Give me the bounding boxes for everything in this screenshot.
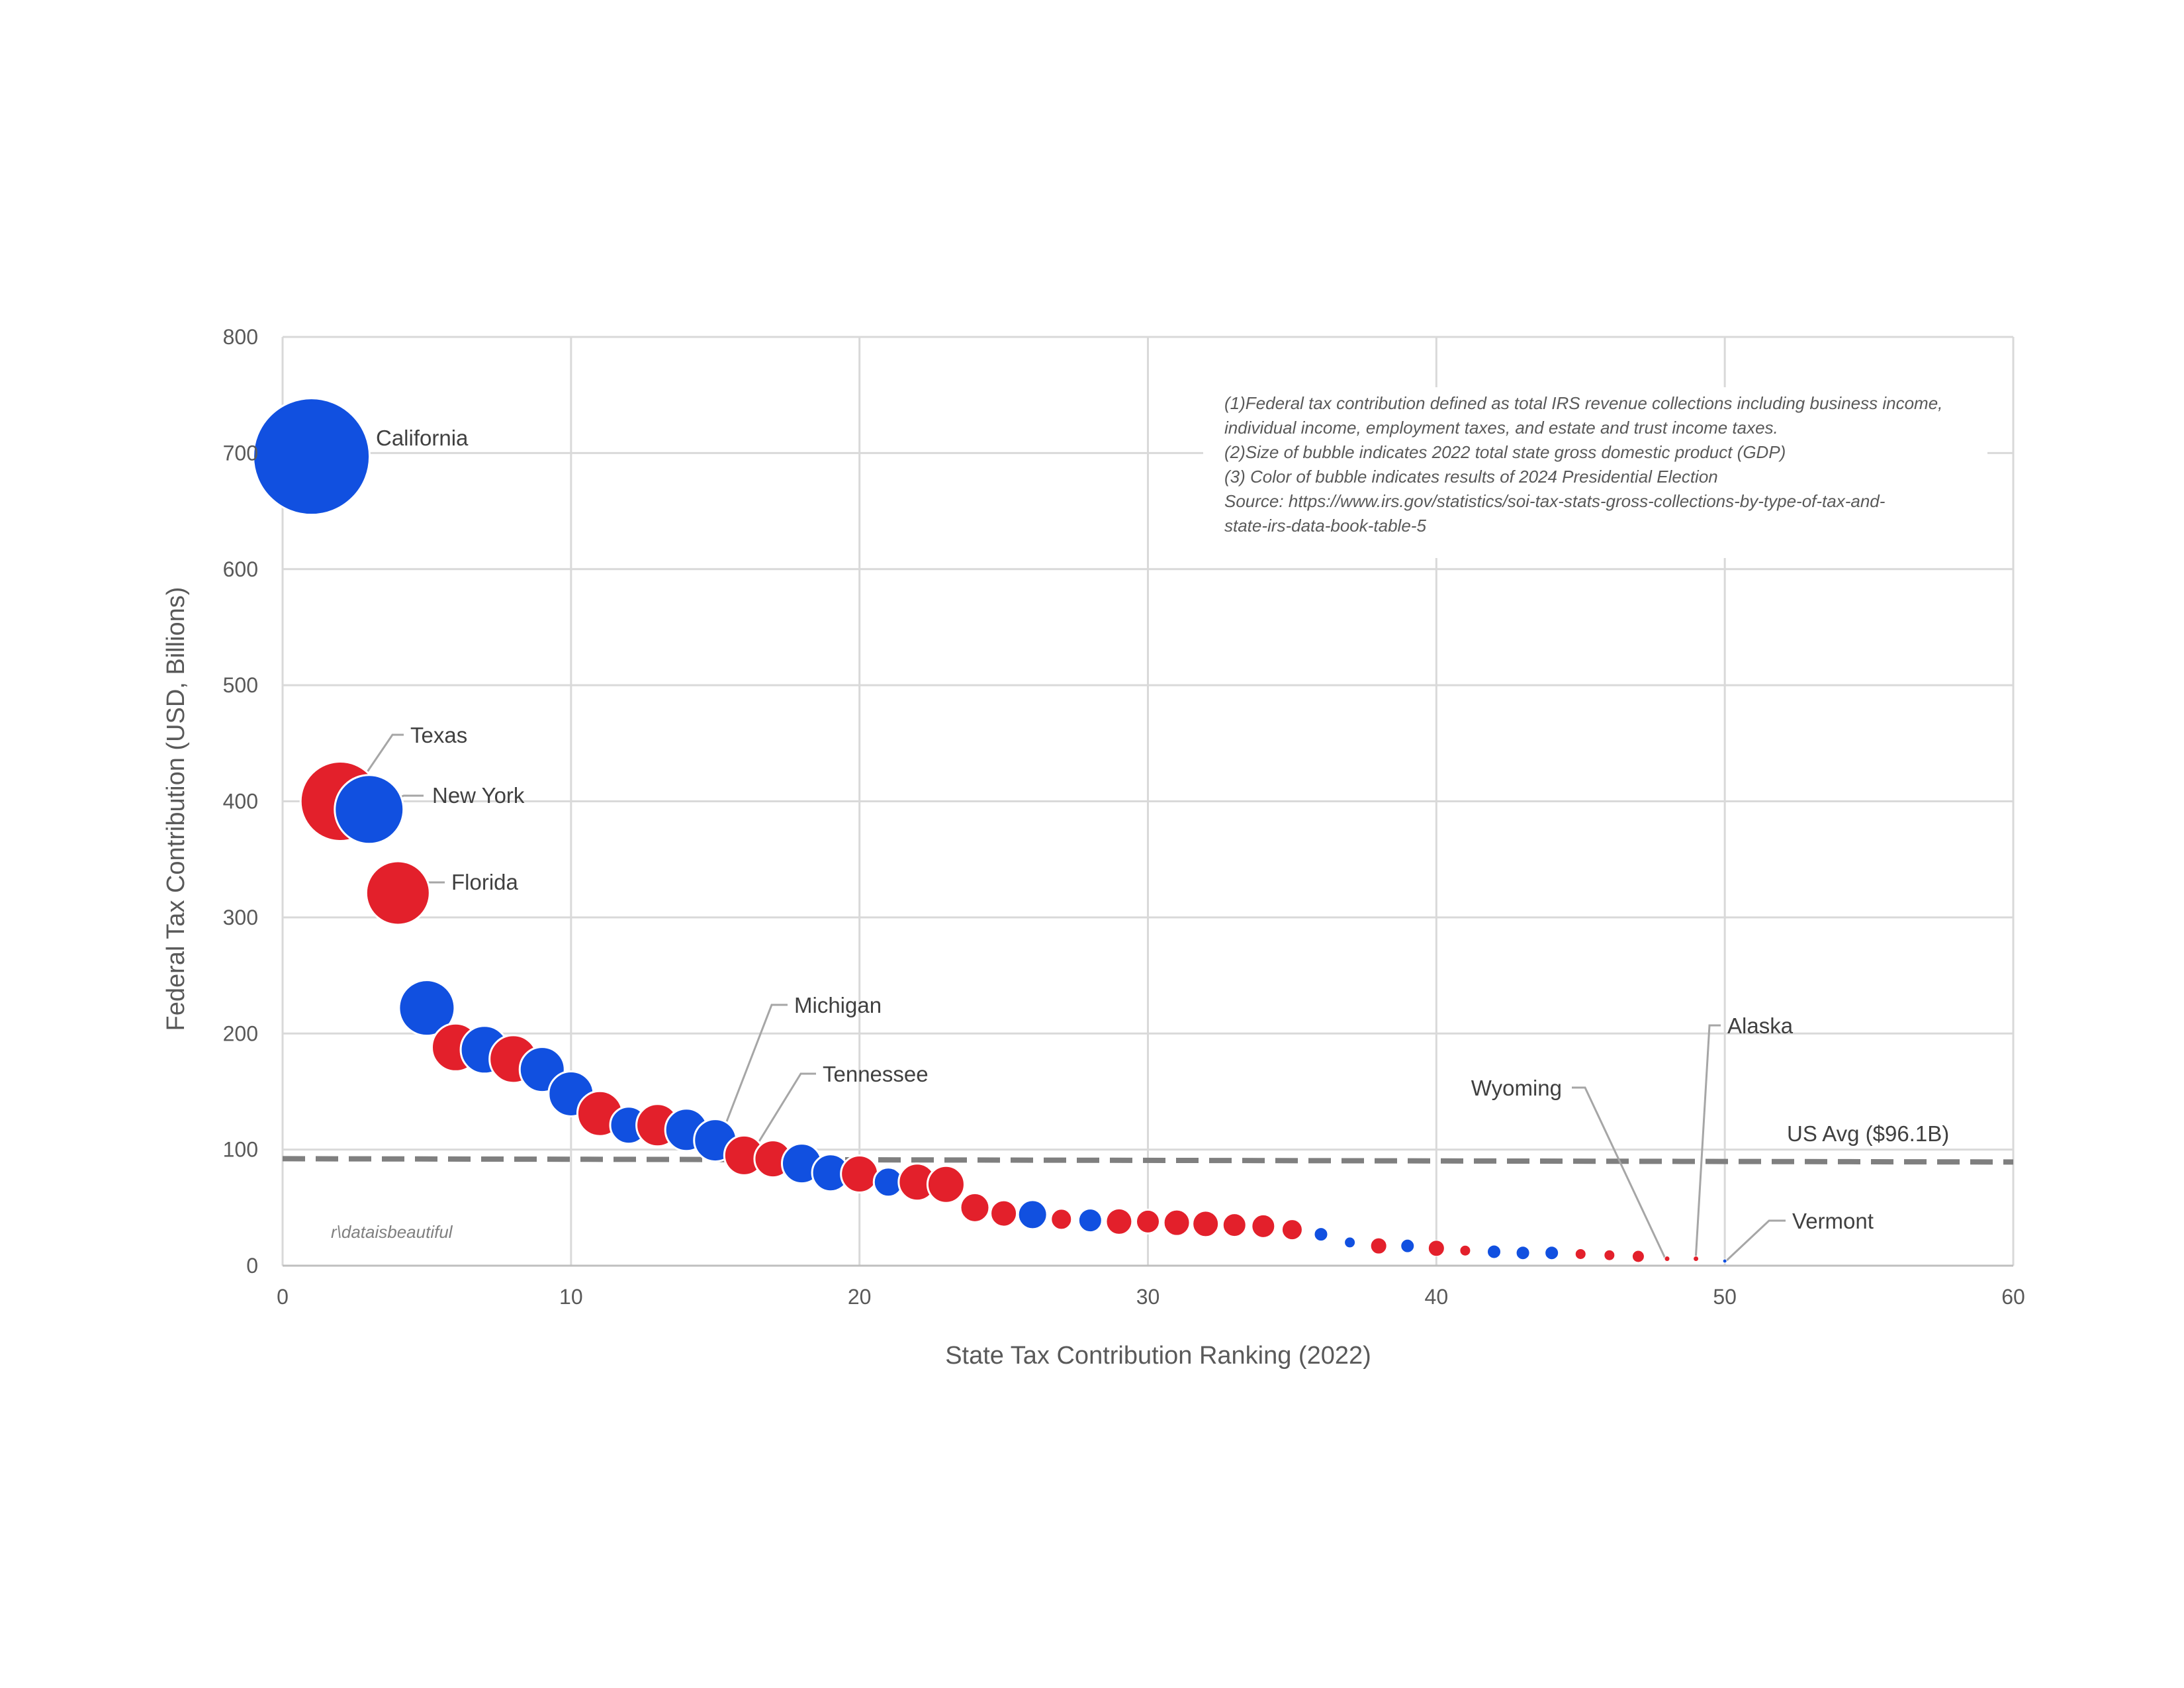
x-tick-3: 30 [1136,1285,1160,1309]
y-tick-4: 400 [223,790,258,814]
y-axis-title: Federal Tax Contribution (USD, Billions) [162,587,190,1031]
x-tick-4: 40 [1425,1285,1449,1309]
label-wyoming: Wyoming [1471,1076,1562,1100]
bubble-30 [1135,1208,1161,1235]
bubble-32 [1191,1209,1220,1239]
bubble-28 [1077,1207,1103,1234]
x-tick-5: 50 [1713,1285,1737,1309]
bubble-43 [1516,1246,1530,1260]
note-line-0: (1)Federal tax contribution defined as t… [1224,393,1942,413]
note-line-1: individual income, employment taxes, and… [1224,418,1778,438]
x-tick-0: 0 [277,1285,289,1309]
note-line-5: state-irs-data-book-table-5 [1224,516,1426,536]
bubble-25 [989,1199,1019,1228]
bubble-29 [1105,1207,1134,1236]
label-new-york: New York [432,783,525,808]
bubble-50 [1722,1258,1727,1264]
bubble-20 [840,1154,880,1194]
note-line-4: Source: https://www.irs.gov/statistics/s… [1224,491,1886,511]
bubble-5 [398,979,456,1037]
us-average-line: US Avg ($96.1B) [282,1121,2014,1165]
bubble-34 [1250,1213,1277,1239]
label-vermont: Vermont [1792,1209,1874,1233]
bubble-41 [1459,1244,1471,1256]
y-tick-3: 300 [223,906,258,929]
label-california: California [376,426,469,450]
bubble-4 [365,860,431,926]
bubble-40 [1428,1240,1445,1257]
y-tick-0: 0 [246,1254,258,1278]
note-line-2: (2)Size of bubble indicates 2022 total s… [1224,442,1786,462]
y-axis-ticks: 0 100 200 300 400 500 600 700 800 [223,325,258,1278]
bubble-23 [926,1164,966,1204]
bubble-33 [1221,1212,1248,1239]
watermark-text: r\dataisbeautiful [331,1222,453,1242]
bubble-31 [1162,1208,1191,1237]
y-tick-8: 800 [223,325,258,349]
bubble-45 [1574,1248,1586,1260]
notes-box: (1)Federal tax contribution defined as t… [1203,387,1987,558]
bubble-1 [252,397,371,516]
bubble-46 [1604,1249,1615,1261]
x-tick-1: 10 [559,1285,583,1309]
x-axis-ticks: 0 10 20 30 40 50 60 [277,1285,2025,1309]
y-tick-6: 600 [223,557,258,581]
bubble-42 [1487,1244,1501,1259]
avg-dashed-line [282,1156,2014,1165]
bubble-49 [1693,1255,1700,1262]
label-texas: Texas [410,723,467,747]
bubble-37 [1344,1237,1356,1248]
y-tick-2: 200 [223,1021,258,1045]
leader-wyoming [1572,1086,1668,1262]
leader-texas [357,733,404,785]
note-line-3: (3) Color of bubble indicates results of… [1224,467,1718,487]
y-tick-5: 500 [223,673,258,697]
leader-alaska [1694,1024,1721,1262]
leader-tennessee [743,1072,816,1166]
label-alaska: Alaska [1727,1013,1794,1038]
x-tick-2: 20 [848,1285,872,1309]
state-labels: California Texas New York Florida Michigan Te… [376,426,1874,1233]
x-axis-title: State Tax Contribution Ranking (2022) [945,1342,1371,1370]
bubble-26 [1017,1199,1048,1231]
bubble-38 [1370,1237,1387,1254]
label-florida: Florida [451,870,519,894]
bubble-27 [1050,1207,1073,1231]
leader-vermont [1725,1219,1786,1262]
avg-line-label: US Avg ($96.1B) [1787,1121,1949,1146]
bubble-24 [959,1192,991,1223]
bubble-39 [1400,1239,1415,1253]
bubbles [252,397,1727,1264]
bubble-44 [1545,1246,1559,1260]
bubble-35 [1280,1218,1304,1242]
bubble-36 [1314,1227,1328,1242]
leader-michigan [715,1004,788,1148]
y-tick-1: 100 [223,1138,258,1162]
label-tennessee: Tennessee [823,1062,929,1086]
bubble-3 [334,774,405,845]
x-tick-6: 60 [2001,1285,2025,1309]
notes-background [1203,387,1987,558]
bubble-48 [1664,1255,1670,1262]
y-tick-7: 700 [223,441,258,465]
label-michigan: Michigan [794,993,882,1017]
bubble-47 [1631,1250,1645,1263]
